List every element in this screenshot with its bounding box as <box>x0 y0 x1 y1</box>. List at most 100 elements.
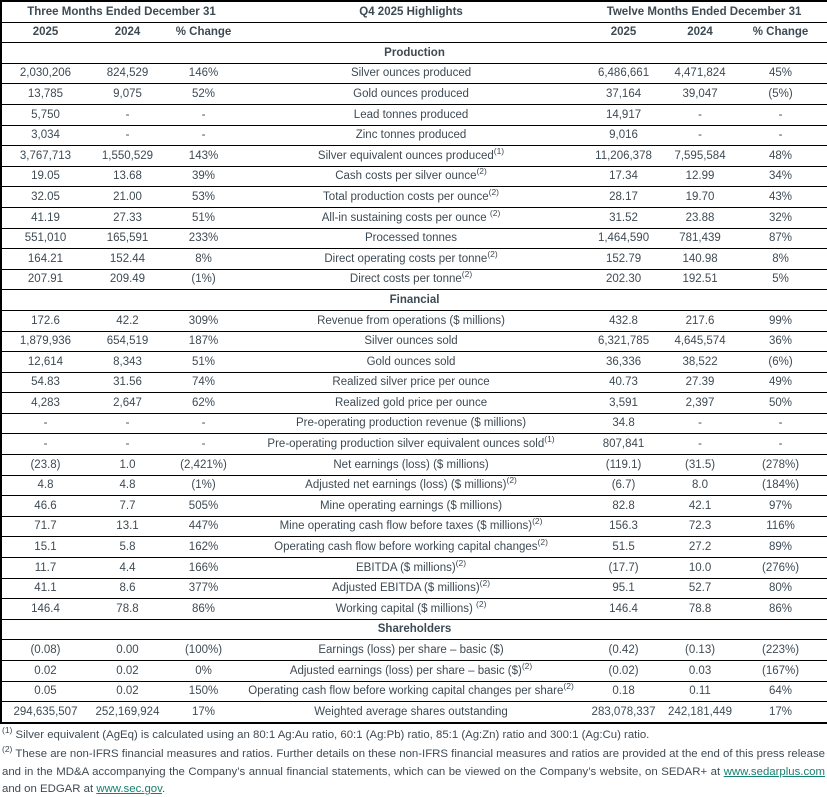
value-cell-12m: 38,522 <box>666 351 735 373</box>
table-row: 0.02 0.02 0% Adjusted earnings (loss) per s… <box>1 660 827 682</box>
value-cell-3m: - <box>89 433 166 456</box>
value-cell-12m: - <box>734 413 827 435</box>
value-cell-12m: - <box>666 413 735 435</box>
value-cell-3m: 172.6 <box>1 310 89 332</box>
sec-gov-link[interactable]: www.sec.gov <box>96 783 162 796</box>
value-cell-3m: 19.05 <box>1 166 89 188</box>
sedarplus-link[interactable]: www.sedarplus.com <box>723 765 825 778</box>
value-cell-12m: 242,181,449 <box>666 701 735 724</box>
value-cell-12m: 0.18 <box>581 681 667 703</box>
value-cell-12m: 432.8 <box>581 310 667 332</box>
row-label: Realized gold price per ounce <box>241 392 582 414</box>
table-row: 207.91 209.49 (1%) Direct costs per tonne(2… <box>1 269 827 291</box>
value-cell-12m: 4,645,574 <box>666 331 735 353</box>
value-cell-3m: 2,647 <box>89 392 166 414</box>
value-cell-12m: 192.51 <box>666 269 735 291</box>
value-cell-12m: (276%) <box>734 557 827 579</box>
column-header-3m-2025: 2025 <box>1 22 89 44</box>
footnote-marker: (2) <box>563 681 574 692</box>
value-cell-3m: (0.08) <box>1 639 89 661</box>
value-cell-3m: (100%) <box>166 639 242 661</box>
value-cell-12m: (0.13) <box>666 639 735 661</box>
value-cell-12m: 2,397 <box>666 392 735 414</box>
value-cell-12m: - <box>666 125 735 147</box>
value-cell-12m: 82.8 <box>581 495 667 517</box>
value-cell-3m: 551,010 <box>1 228 89 250</box>
value-cell-12m: 10.0 <box>666 557 735 579</box>
value-cell-3m: 824,529 <box>89 63 166 85</box>
row-label: Processed tonnes <box>241 228 582 250</box>
value-cell-12m: 64% <box>734 681 827 703</box>
table-row: 2,030,206 824,529 146% Silver ounces produc… <box>1 63 827 85</box>
row-label: Silver ounces sold <box>241 331 582 353</box>
value-cell-12m: 27.2 <box>666 536 735 559</box>
value-cell-12m: 23.88 <box>666 207 735 229</box>
value-cell-3m: (2,421%) <box>166 454 242 476</box>
value-cell-3m: 252,169,924 <box>89 701 166 724</box>
value-cell-12m: 28.17 <box>581 186 667 208</box>
value-cell-3m: 13,785 <box>1 83 89 105</box>
value-cell-3m: 1,879,936 <box>1 331 89 353</box>
value-cell-12m: 95.1 <box>581 578 667 600</box>
section-title: Shareholders <box>1 619 827 641</box>
value-cell-3m: 4.4 <box>89 557 166 579</box>
table-row: 3,767,713 1,550,529 143% Silver equivalent … <box>1 145 827 167</box>
row-label: Working capital ($ millions) (2) <box>241 598 582 620</box>
section-header-row: Production <box>1 42 827 64</box>
value-cell-3m: 31.56 <box>89 372 166 394</box>
value-cell-12m: 78.8 <box>666 598 735 620</box>
column-header-spacer <box>241 22 582 44</box>
value-cell-12m: 6,486,661 <box>581 63 667 85</box>
value-cell-3m: 78.8 <box>89 598 166 620</box>
footnote-marker: (2) <box>476 598 487 609</box>
value-cell-3m: 187% <box>166 331 242 353</box>
value-cell-12m: (184%) <box>734 475 827 497</box>
footnote-2: (2) These are non-IFRS financial measure… <box>2 745 825 797</box>
value-cell-3m: 52% <box>166 83 242 105</box>
value-cell-3m: - <box>89 104 166 126</box>
value-cell-12m: 152.79 <box>581 248 667 270</box>
column-group-twelve-months: Twelve Months Ended December 31 <box>581 1 827 23</box>
section-title: Production <box>1 42 827 64</box>
table-row: 19.05 13.68 39% Cash costs per silver ounce… <box>1 166 827 188</box>
table-row: 164.21 152.44 8% Direct operating costs per… <box>1 248 827 270</box>
value-cell-3m: 377% <box>166 578 242 600</box>
value-cell-3m: 152.44 <box>89 248 166 270</box>
value-cell-12m: 14,917 <box>581 104 667 126</box>
value-cell-12m: 48% <box>734 145 827 167</box>
footnotes: (1) Silver equivalent (AgEq) is calculat… <box>0 726 827 797</box>
row-label: Lead tonnes produced <box>241 104 582 126</box>
value-cell-3m: 447% <box>166 516 242 538</box>
table-row: 146.4 78.8 86% Working capital ($ millions)… <box>1 598 827 620</box>
table-row: (23.8) 1.0 (2,421%) Net earnings (loss) ($ … <box>1 454 827 476</box>
row-label: Operating cash flow before working capit… <box>241 681 582 703</box>
value-cell-3m: 505% <box>166 495 242 517</box>
value-cell-12m: 4,471,824 <box>666 63 735 85</box>
value-cell-3m: - <box>166 104 242 126</box>
column-header-3m-2024: 2024 <box>89 22 166 44</box>
value-cell-12m: 17% <box>734 701 827 724</box>
value-cell-3m: 11.7 <box>1 557 89 579</box>
footnote-1-text: Silver equivalent (AgEq) is calculated u… <box>12 728 650 741</box>
value-cell-3m: 143% <box>166 145 242 167</box>
value-cell-12m: - <box>666 433 735 456</box>
row-label: Earnings (loss) per share – basic ($) <box>241 639 582 661</box>
value-cell-3m: 166% <box>166 557 242 579</box>
table-row: 12,614 8,343 51% Gold ounces sold 36,336 38,5… <box>1 351 827 373</box>
value-cell-12m: (0.02) <box>581 660 667 682</box>
value-cell-12m: 283,078,337 <box>581 701 667 724</box>
value-cell-3m: 294,635,507 <box>1 701 89 724</box>
value-cell-3m: 41.1 <box>1 578 89 600</box>
value-cell-12m: 86% <box>734 598 827 620</box>
value-cell-12m: 807,841 <box>581 433 667 456</box>
value-cell-3m: 0.00 <box>89 639 166 661</box>
value-cell-12m: - <box>734 104 827 126</box>
footnote-marker: (2) <box>521 660 533 671</box>
value-cell-3m: 3,034 <box>1 125 89 147</box>
value-cell-3m: 21.00 <box>89 186 166 208</box>
value-cell-12m: 11,206,378 <box>581 145 667 167</box>
value-cell-3m: 165,591 <box>89 228 166 250</box>
footnote-1: (1) Silver equivalent (AgEq) is calculat… <box>2 726 825 745</box>
value-cell-12m: 0.03 <box>666 660 735 682</box>
